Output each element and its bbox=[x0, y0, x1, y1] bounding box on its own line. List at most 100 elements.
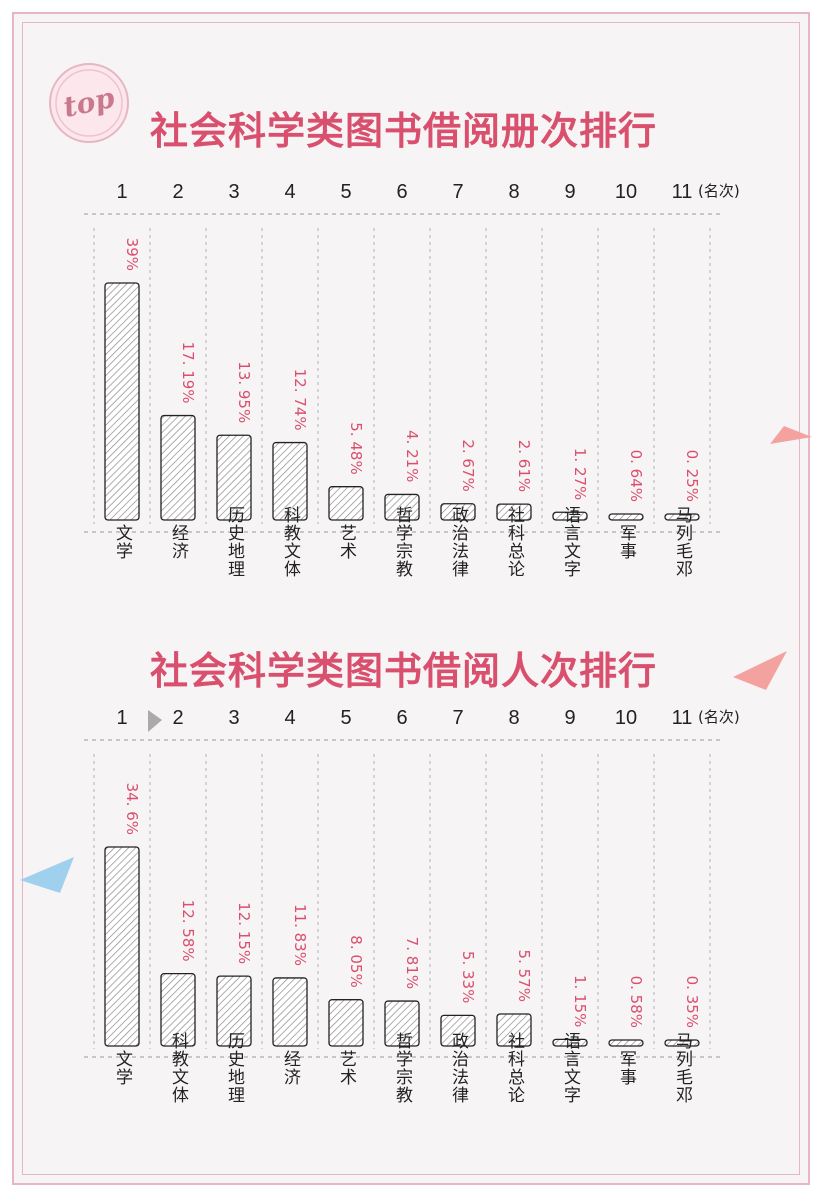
bar bbox=[552, 511, 588, 521]
chart-1: 1 2 3 4 5 6 7 8 9 10 11 (名次) 39% 文学 17. 19% 经济 13. 95% 历史… bbox=[84, 181, 740, 578]
value-label: 0. 58% bbox=[627, 976, 645, 1028]
category-label: 哲学宗教 bbox=[392, 506, 413, 578]
rank-label: 4 bbox=[284, 181, 295, 203]
rank-label: 1 bbox=[116, 707, 127, 729]
category-label: 经济 bbox=[280, 1050, 301, 1086]
rank-label: 8 bbox=[508, 181, 519, 203]
rank-label: 6 bbox=[396, 707, 407, 729]
bar bbox=[440, 1014, 476, 1047]
value-label: 0. 35% bbox=[683, 976, 701, 1028]
top-badge: top bbox=[49, 63, 129, 143]
value-label: 7. 81% bbox=[403, 937, 421, 989]
rank-label: 11 bbox=[672, 181, 693, 203]
value-label: 1. 27% bbox=[571, 448, 589, 500]
bar bbox=[384, 1000, 420, 1047]
rank-label: 2 bbox=[172, 181, 183, 203]
rank-label: 2 bbox=[172, 707, 183, 729]
value-label: 12. 58% bbox=[179, 900, 197, 962]
category-label: 科教文体 bbox=[280, 506, 301, 578]
blue-triangle-deco bbox=[20, 857, 74, 893]
bar bbox=[328, 999, 364, 1047]
pink-triangle-deco bbox=[733, 651, 787, 690]
bar bbox=[440, 503, 476, 521]
bar bbox=[496, 1013, 532, 1047]
category-label: 马列毛邓 bbox=[672, 1032, 693, 1104]
bar bbox=[216, 434, 252, 521]
bar bbox=[104, 282, 140, 521]
category-label: 艺术 bbox=[336, 524, 357, 560]
value-label: 2. 67% bbox=[459, 439, 477, 491]
value-label: 0. 25% bbox=[683, 450, 701, 502]
value-label: 1. 15% bbox=[571, 975, 589, 1027]
value-label: 2. 61% bbox=[515, 440, 533, 492]
rank-label: 9 bbox=[564, 707, 575, 729]
category-label: 哲学宗教 bbox=[392, 1032, 413, 1104]
rank-label: 7 bbox=[452, 181, 463, 203]
rank-unit: (名次) bbox=[698, 708, 740, 726]
value-label: 17. 19% bbox=[179, 342, 197, 404]
category-label: 语言文字 bbox=[560, 1032, 581, 1104]
value-label: 34. 6% bbox=[123, 783, 141, 835]
bar bbox=[608, 1039, 644, 1047]
chart1-title: 社会科学类图书借阅册次排行 bbox=[150, 108, 658, 153]
category-label: 文学 bbox=[112, 524, 133, 560]
bar bbox=[496, 503, 532, 521]
value-label: 4. 21% bbox=[403, 430, 421, 482]
category-label: 历史地理 bbox=[224, 1032, 245, 1104]
rank-label: 5 bbox=[340, 181, 351, 203]
bar bbox=[328, 486, 364, 521]
category-label: 政治法律 bbox=[448, 1032, 469, 1104]
bar bbox=[160, 972, 196, 1047]
category-label: 文学 bbox=[112, 1050, 133, 1086]
value-label: 12. 15% bbox=[235, 902, 253, 964]
rank-label: 10 bbox=[615, 181, 637, 203]
bar bbox=[384, 493, 420, 521]
rank-label: 3 bbox=[228, 181, 239, 203]
rank-unit: (名次) bbox=[698, 182, 740, 200]
rank-label: 10 bbox=[615, 707, 637, 729]
bar bbox=[272, 977, 308, 1047]
value-label: 5. 57% bbox=[515, 950, 533, 1002]
rank-label: 4 bbox=[284, 707, 295, 729]
rank-label: 11 bbox=[672, 707, 693, 729]
rank-label: 3 bbox=[228, 707, 239, 729]
rank-label: 1 bbox=[116, 181, 127, 203]
category-label: 经济 bbox=[168, 524, 189, 560]
value-label: 12. 74% bbox=[291, 369, 309, 431]
category-label: 社科总论 bbox=[504, 506, 525, 578]
bar bbox=[664, 1039, 700, 1047]
value-label: 13. 95% bbox=[235, 361, 253, 423]
bar bbox=[272, 441, 308, 521]
bar bbox=[160, 414, 196, 521]
value-label: 11. 83% bbox=[291, 904, 309, 966]
chart2-title: 社会科学类图书借阅人次排行 bbox=[150, 648, 658, 693]
bar bbox=[552, 1038, 588, 1047]
category-label: 艺术 bbox=[336, 1050, 357, 1086]
bar bbox=[216, 975, 252, 1047]
pink-flag-deco bbox=[770, 426, 812, 444]
category-label: 军事 bbox=[616, 524, 637, 560]
category-label: 语言文字 bbox=[560, 506, 581, 578]
value-label: 8. 05% bbox=[347, 935, 365, 987]
rank-label: 5 bbox=[340, 707, 351, 729]
value-label: 5. 48% bbox=[347, 422, 365, 474]
value-label: 39% bbox=[123, 238, 141, 271]
rank-label: 7 bbox=[452, 707, 463, 729]
category-label: 军事 bbox=[616, 1050, 637, 1086]
inner-frame bbox=[22, 22, 800, 1175]
bar bbox=[104, 846, 140, 1047]
rank-label: 6 bbox=[396, 181, 407, 203]
category-label: 马列毛邓 bbox=[672, 506, 693, 578]
rank-label: 9 bbox=[564, 181, 575, 203]
category-label: 社科总论 bbox=[504, 1032, 525, 1104]
bar bbox=[664, 513, 700, 521]
value-label: 0. 64% bbox=[627, 450, 645, 502]
outer-frame bbox=[12, 12, 810, 1185]
category-label: 科教文体 bbox=[168, 1032, 189, 1104]
category-label: 历史地理 bbox=[224, 506, 245, 578]
rank-label: 8 bbox=[508, 707, 519, 729]
value-label: 5. 33% bbox=[459, 951, 477, 1003]
category-label: 政治法律 bbox=[448, 506, 469, 578]
